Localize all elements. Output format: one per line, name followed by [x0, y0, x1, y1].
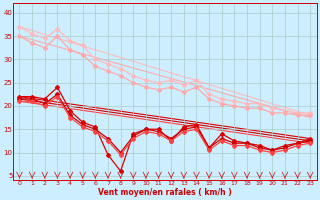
X-axis label: Vent moyen/en rafales ( km/h ): Vent moyen/en rafales ( km/h )	[98, 188, 232, 197]
